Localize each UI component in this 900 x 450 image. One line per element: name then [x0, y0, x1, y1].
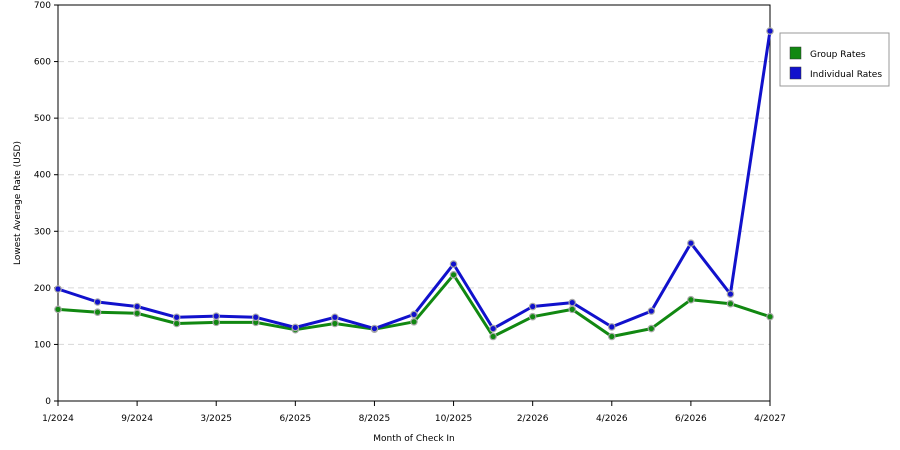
data-point-group-rates	[449, 271, 458, 279]
x-axis: 1/2024 9/2024 3/2025 6/2025 8/2025 10/2025 2/2…	[42, 401, 786, 424]
legend-swatch-group-rates	[789, 46, 802, 60]
data-point-group-rates	[726, 299, 735, 308]
y-tick-label: 400	[34, 171, 51, 181]
data-point-group-rates	[331, 319, 339, 328]
data-point-individual-rates	[766, 27, 774, 35]
data-point-individual-rates	[528, 302, 537, 311]
y-axis-title: Lowest Average Rate (USD)	[13, 141, 23, 265]
data-point-group-rates	[54, 305, 62, 314]
legend: Group Rates Individual Rates	[779, 32, 890, 87]
data-point-group-rates	[647, 324, 656, 333]
x-tick-label: 6/2026	[675, 414, 707, 424]
series-line-group-rates	[57, 273, 771, 338]
data-point-individual-rates	[291, 323, 300, 332]
x-tick-label: 4/2027	[754, 414, 786, 424]
data-point-individual-rates	[331, 313, 339, 322]
data-point-group-rates	[607, 332, 616, 341]
data-point-group-rates	[766, 312, 774, 321]
data-point-group-rates	[489, 332, 497, 341]
x-tick-label: 4/2026	[596, 414, 628, 424]
data-point-group-rates	[410, 317, 418, 326]
data-point-group-rates	[93, 308, 102, 316]
data-point-individual-rates	[607, 323, 616, 331]
y-tick-label: 500	[34, 114, 51, 124]
data-point-individual-rates	[212, 312, 221, 320]
data-point-individual-rates	[93, 298, 102, 306]
data-point-group-rates	[568, 305, 577, 314]
data-point-individual-rates	[449, 260, 458, 268]
y-tick-label: 300	[34, 227, 51, 237]
data-point-individual-rates	[133, 302, 141, 311]
data-point-group-rates	[528, 312, 537, 321]
x-tick-label: 8/2025	[359, 414, 391, 424]
legend-label-group-rates: Group Rates	[810, 50, 866, 60]
gridlines	[58, 61, 770, 345]
y-tick-label: 600	[34, 58, 51, 68]
data-point-group-rates	[133, 309, 141, 318]
y-axis: 0 100 200 300 400 500 600 700	[34, 1, 58, 407]
series-lines	[54, 27, 774, 341]
plot-area-frame	[57, 4, 771, 402]
data-point-group-rates	[172, 319, 181, 328]
legend-label-individual-rates: Individual Rates	[810, 70, 882, 80]
x-tick-label: 2/2026	[517, 414, 549, 424]
data-point-group-rates	[687, 295, 695, 304]
data-point-individual-rates	[647, 307, 656, 315]
data-point-individual-rates	[489, 324, 497, 333]
y-tick-label: 0	[45, 397, 51, 407]
data-point-individual-rates	[410, 310, 418, 319]
x-axis-title: Month of Check In	[373, 434, 455, 444]
data-point-individual-rates	[251, 313, 260, 322]
y-tick-label: 200	[34, 284, 51, 294]
data-point-individual-rates	[54, 285, 62, 293]
x-tick-label: 6/2025	[279, 414, 311, 424]
series-line-individual-rates	[57, 30, 772, 331]
data-point-individual-rates	[687, 239, 695, 247]
data-point-individual-rates	[370, 324, 379, 333]
legend-swatch-individual-rates	[789, 66, 802, 80]
y-tick-label: 700	[34, 1, 51, 11]
x-tick-label: 1/2024	[42, 414, 74, 424]
y-tick-label: 100	[34, 340, 51, 350]
x-tick-label: 3/2025	[200, 414, 232, 424]
data-point-individual-rates	[172, 313, 181, 322]
x-tick-label: 9/2024	[121, 414, 153, 424]
data-point-group-rates	[212, 318, 221, 327]
data-point-individual-rates	[568, 298, 577, 307]
data-point-individual-rates	[726, 290, 735, 298]
x-tick-label: 10/2025	[435, 414, 472, 424]
